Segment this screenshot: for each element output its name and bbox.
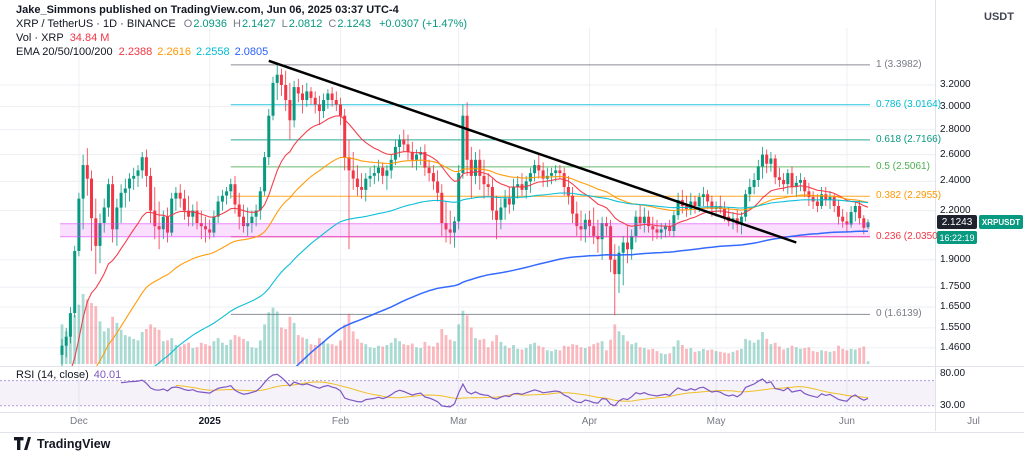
rsi-legend: RSI (14, close) 40.01 xyxy=(16,369,121,381)
price-axis-label: 2.8000 xyxy=(940,123,971,135)
time-axis-label: Jul xyxy=(967,416,980,427)
price-axis-label: 2.6000 xyxy=(940,148,971,160)
change-value: +0.0307 (+1.47%) xyxy=(378,18,468,30)
tradingview-logo-icon[interactable] xyxy=(14,437,31,450)
price-axis-label: 1.4600 xyxy=(940,341,971,353)
price-axis-label: 2.2000 xyxy=(940,204,971,216)
symbol-chip: XRPUSDT xyxy=(979,215,1023,230)
rsi-axis-label: 80.00 xyxy=(940,368,966,380)
time-axis-label: Feb xyxy=(331,416,350,427)
ema200-value: 2.0805 xyxy=(234,46,269,58)
close-label: C xyxy=(328,18,337,30)
symbol-title[interactable]: XRP / TetherUS · 1D · BINANCE xyxy=(16,18,176,30)
ohlc-close: C2.1243 xyxy=(328,18,371,30)
open-label: O xyxy=(183,18,193,30)
price-axis-label: 1.6500 xyxy=(940,300,971,312)
footer-bar: TradingView xyxy=(0,432,1024,454)
chart-legend: Jake_Simmons published on TradingView.co… xyxy=(16,4,467,60)
price-axis-label: 2.4000 xyxy=(940,175,971,187)
volume-label[interactable]: Vol · XRP xyxy=(16,32,64,44)
ema-label[interactable]: EMA 20/50/100/200 xyxy=(16,46,113,58)
ohlc-low: L2.0812 xyxy=(282,18,323,30)
tradingview-brand[interactable]: TradingView xyxy=(37,436,111,451)
time-axis-label: May xyxy=(706,416,726,427)
candles xyxy=(60,64,870,366)
volume-row: Vol · XRP 34.84 M xyxy=(16,32,467,45)
high-label: H xyxy=(232,18,241,30)
time-axis-label: Apr xyxy=(581,416,598,427)
currency-label: USDT xyxy=(984,11,1014,23)
time-axis-label: 2025 xyxy=(198,416,221,427)
price-axis-label: 3.0000 xyxy=(940,100,971,112)
price-axis-label: 1.5500 xyxy=(940,321,971,333)
attribution: Jake_Simmons published on TradingView.co… xyxy=(16,4,399,16)
symbol-info-row: XRP / TetherUS · 1D · BINANCE O2.0936 H2.1… xyxy=(16,18,467,31)
rsi-label[interactable]: RSI (14, close) xyxy=(16,369,89,381)
last-price-badge: 2.1243 xyxy=(937,215,977,230)
ohlc-open: O2.0936 xyxy=(184,18,227,30)
price-axis-label: 3.2000 xyxy=(940,79,971,91)
rsi-value: 40.01 xyxy=(93,369,122,381)
volume-value: 34.84 M xyxy=(69,32,110,44)
price-axis[interactable]: 3.2000 3.0000 2.8000 2.6000 2.4000 2.2000 1.90… xyxy=(935,0,1024,412)
ohlc-high: H2.1427 xyxy=(233,18,276,30)
countdown-chip: 16:22:19 xyxy=(937,231,977,245)
close-value: 2.1243 xyxy=(337,18,371,30)
rsi-pane xyxy=(0,380,935,407)
rsi-axis-label: 30.00 xyxy=(940,399,966,411)
high-value: 2.1427 xyxy=(241,18,276,30)
rsi-lines xyxy=(121,373,869,408)
volume-bars xyxy=(60,294,870,364)
ema-row: EMA 20/50/100/200 2.2388 2.2616 2.2558 2.080… xyxy=(16,46,467,59)
time-axis-label: Jun xyxy=(838,416,855,427)
ema50-value: 2.2616 xyxy=(157,46,191,58)
ema100-value: 2.2558 xyxy=(195,46,230,58)
price-axis-label: 1.9000 xyxy=(940,253,971,265)
price-axis-label: 1.7500 xyxy=(940,281,971,293)
open-value: 2.0936 xyxy=(193,18,227,30)
low-value: 2.0812 xyxy=(288,18,323,30)
time-axis-label: Dec xyxy=(69,416,88,427)
ema20-value: 2.2388 xyxy=(118,46,153,58)
descending-trendline[interactable] xyxy=(268,59,797,244)
time-axis-label: Mar xyxy=(450,416,468,427)
time-axis[interactable]: Dec 2025 Feb Mar Apr May Jun Jul xyxy=(0,414,1024,430)
low-label: L xyxy=(281,18,288,30)
ema-lines xyxy=(71,115,869,366)
